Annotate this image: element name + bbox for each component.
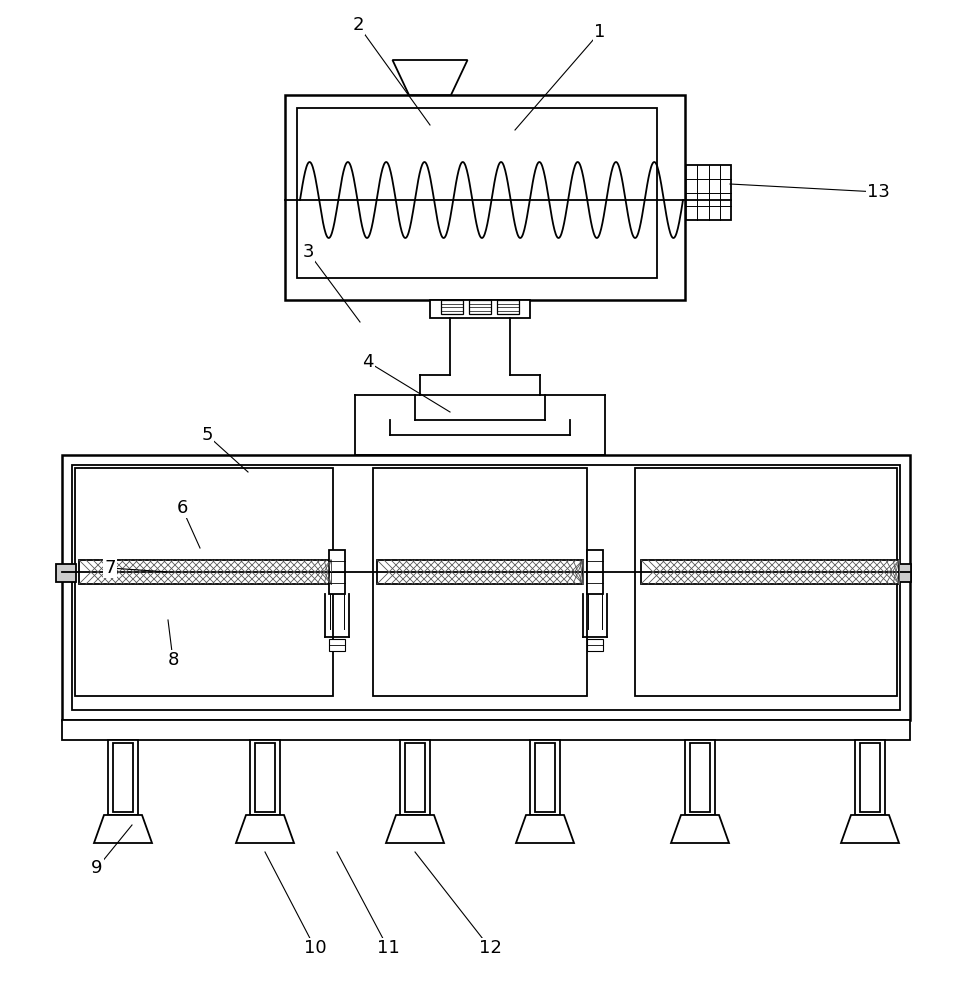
Bar — [497, 300, 519, 314]
Polygon shape — [671, 815, 729, 843]
Bar — [686, 165, 731, 220]
Bar — [113, 743, 133, 812]
Text: 9: 9 — [91, 859, 103, 877]
Polygon shape — [841, 815, 899, 843]
Text: 1: 1 — [594, 23, 606, 41]
Bar — [285, 95, 685, 300]
Bar — [587, 550, 603, 594]
Text: 5: 5 — [201, 426, 213, 444]
Bar — [641, 560, 899, 584]
Polygon shape — [236, 815, 294, 843]
Text: 6: 6 — [176, 499, 188, 517]
Bar — [62, 720, 910, 740]
Text: 4: 4 — [362, 353, 374, 371]
Bar — [79, 560, 331, 584]
Bar — [75, 468, 333, 696]
Bar — [535, 743, 555, 812]
Text: 11: 11 — [377, 939, 400, 957]
Polygon shape — [393, 60, 467, 95]
Bar — [250, 740, 280, 815]
Bar — [855, 740, 885, 815]
Text: 12: 12 — [479, 939, 502, 957]
Bar — [329, 639, 345, 651]
Polygon shape — [94, 815, 152, 843]
Bar — [373, 468, 587, 696]
Text: 7: 7 — [104, 559, 116, 577]
Bar — [62, 455, 910, 720]
Bar — [377, 560, 583, 584]
Bar — [108, 740, 138, 815]
Bar — [860, 743, 880, 812]
Bar — [441, 300, 463, 314]
Text: 13: 13 — [867, 183, 890, 201]
Text: 8: 8 — [168, 651, 179, 669]
Bar — [430, 300, 530, 318]
Text: 2: 2 — [352, 16, 364, 34]
Bar — [72, 465, 900, 710]
Bar — [405, 743, 425, 812]
Bar — [685, 740, 715, 815]
Bar — [587, 639, 603, 651]
Text: 3: 3 — [302, 243, 314, 261]
Bar — [690, 743, 710, 812]
Bar — [530, 740, 560, 815]
Bar — [635, 468, 897, 696]
Polygon shape — [516, 815, 574, 843]
Bar — [329, 550, 345, 594]
Bar — [255, 743, 275, 812]
Bar — [469, 300, 491, 314]
Text: 10: 10 — [303, 939, 326, 957]
Bar — [56, 564, 76, 582]
Bar — [897, 564, 911, 582]
Bar — [297, 108, 657, 278]
Bar — [400, 740, 430, 815]
Polygon shape — [386, 815, 444, 843]
